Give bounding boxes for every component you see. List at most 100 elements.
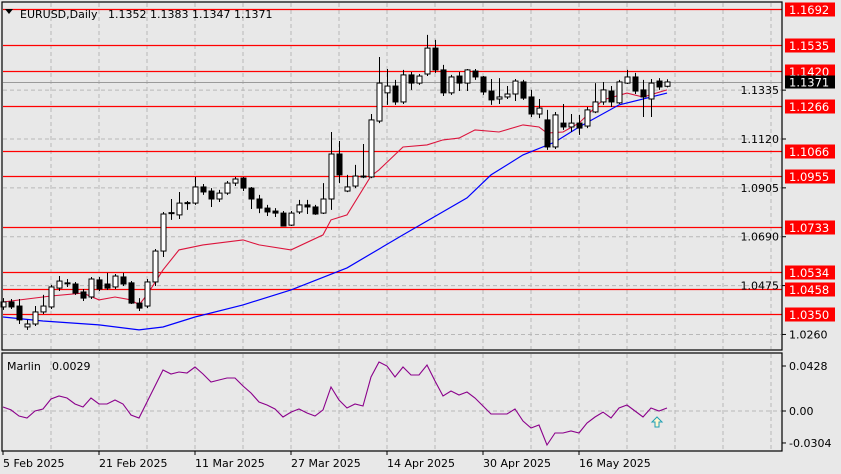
bull-candle (168, 212, 175, 215)
bull-candle (88, 278, 95, 298)
level-label: 1.1692 (789, 3, 829, 17)
price-tick-label: 1.0260 (789, 328, 828, 341)
level-label-box (785, 169, 835, 184)
bull-candle (536, 107, 543, 115)
bull-candle (344, 186, 351, 192)
bull-candle (224, 182, 231, 194)
indicator-panel-frame (1, 352, 783, 452)
bear-candle (440, 69, 447, 94)
bear-candle (544, 119, 551, 148)
grid-lines (3, 3, 781, 450)
bull-candle (424, 47, 431, 75)
bull-candle (32, 311, 39, 325)
level-label-box (785, 265, 835, 280)
bull-candle (616, 81, 623, 104)
date-tick-label: 11 Mar 2025 (195, 457, 265, 470)
bull-candle (184, 202, 191, 205)
up-arrow-icon (650, 416, 664, 428)
bull-candle (40, 305, 47, 313)
bull-candle (504, 93, 511, 98)
bull-candle (624, 76, 631, 84)
bear-candle (432, 47, 439, 71)
level-label: 1.0733 (789, 221, 829, 235)
bull-candle (192, 186, 199, 204)
level-label-box (785, 220, 835, 235)
price-tick-label: 1.0690 (741, 231, 780, 244)
bull-candle (152, 250, 159, 283)
bull-candle (592, 101, 599, 113)
bull-candle (328, 153, 335, 200)
bear-candle (272, 210, 279, 214)
bear-candle (8, 301, 15, 308)
bull-candle (144, 281, 151, 307)
price-axis: 1.1335 1.1120 1.0905 1.0690 1.0475 1.0260 1.16… (741, 2, 835, 450)
bear-candle (576, 122, 583, 129)
level-label-box (785, 2, 835, 17)
bear-candle (608, 90, 615, 103)
indicator-tick-label: -0.0304 (789, 437, 831, 450)
bull-candle (400, 74, 407, 103)
bull-candle (160, 213, 167, 252)
slow-ma-line (2, 92, 668, 331)
indicator-tick-label: 0.0428 (789, 360, 828, 373)
bull-candle (376, 82, 383, 122)
bear-candle (528, 96, 535, 115)
bull-candle (232, 178, 239, 184)
bear-candle (256, 198, 263, 209)
indicator-tick-label: 0.00 (789, 405, 814, 418)
bear-candle (392, 85, 399, 103)
indicator-name: Marlin (7, 360, 41, 373)
symbol-label: EURUSD,Daily (20, 8, 98, 21)
level-label: 1.0534 (789, 266, 829, 280)
bear-candle (200, 186, 207, 193)
bear-candle (312, 206, 319, 215)
level-label-box (785, 38, 835, 53)
bull-candle (568, 122, 575, 128)
bull-candle (368, 119, 375, 178)
level-label-box (785, 282, 835, 297)
bull-candle (464, 69, 471, 84)
bear-candle (408, 74, 415, 84)
horizontal-levels (3, 8, 782, 316)
bull-candle (416, 75, 423, 84)
triangle-down-icon[interactable] (5, 9, 13, 14)
bear-candle (248, 187, 255, 200)
level-label-box (785, 99, 835, 114)
date-tick-label: 5 Feb 2025 (3, 457, 64, 470)
bear-candle (72, 283, 79, 294)
bull-candle (512, 80, 519, 95)
ohlc-label: 1.1352 1.1383 1.1347 1.1371 (108, 8, 272, 21)
price-tick-label: 1.1335 (741, 84, 780, 97)
marlin-indicator (2, 361, 668, 447)
bear-candle (560, 122, 567, 128)
level-label: 1.1266 (789, 100, 829, 114)
price-tick-label: 1.0905 (741, 182, 780, 195)
level-label-box (785, 64, 835, 79)
bull-candle (584, 109, 591, 127)
bull-candle (664, 81, 671, 87)
bull-candle (552, 114, 559, 148)
time-axis: 5 Feb 2025 21 Feb 2025 11 Mar 2025 27 Mar 2… (2, 451, 651, 470)
bear-candle (360, 175, 367, 178)
bull-candle (352, 175, 359, 187)
level-label: 1.0955 (789, 170, 829, 184)
bear-candle (128, 282, 135, 304)
bull-candle (176, 202, 183, 216)
bear-candle (136, 302, 143, 309)
bull-candle (288, 212, 295, 226)
bear-candle (480, 76, 487, 93)
level-label: 1.0458 (789, 283, 829, 297)
bull-candle (0, 301, 7, 308)
main-panel-frame (1, 1, 783, 351)
bull-candle (56, 280, 63, 289)
level-label: 1.1535 (789, 39, 829, 53)
level-label: 1.0350 (789, 308, 829, 322)
bear-candle (520, 81, 527, 99)
date-tick-label: 27 Mar 2025 (291, 457, 361, 470)
bear-candle (264, 207, 271, 213)
candles (0, 34, 671, 330)
bull-candle (448, 76, 455, 94)
bear-candle (640, 89, 647, 98)
marlin-line (2, 361, 668, 447)
